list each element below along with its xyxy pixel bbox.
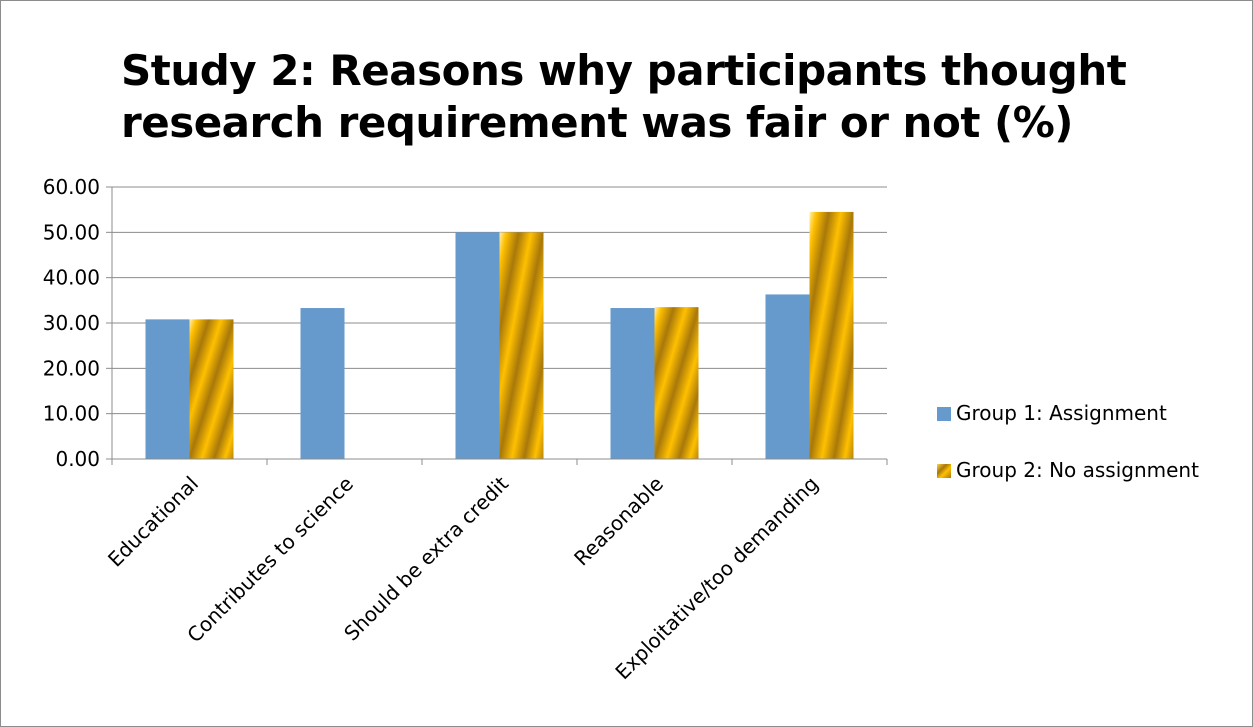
bar-group-2	[654, 307, 699, 459]
legend-label-group-2: Group 2: No assignment	[956, 458, 1199, 482]
legend-swatch-group-2	[937, 464, 951, 478]
legend-item-group-2: Group 2: No assignment	[937, 458, 1199, 482]
y-tick-label: 10.00	[43, 402, 100, 426]
bar-group-2	[499, 232, 544, 459]
bar-group-1	[765, 294, 810, 459]
bar-group-2	[189, 319, 234, 459]
x-category-label: Contributes to science	[182, 472, 358, 648]
x-category-label: Should be extra credit	[339, 471, 513, 645]
legend-label-group-1: Group 1: Assignment	[956, 401, 1167, 425]
bar-group-1	[455, 232, 500, 459]
y-tick-label: 50.00	[43, 220, 100, 244]
y-tick-label: 0.00	[55, 447, 100, 471]
legend-swatch-group-1	[937, 407, 951, 421]
y-tick-label: 20.00	[43, 356, 100, 380]
bar-group-2	[809, 211, 854, 459]
bar-group-1	[610, 308, 655, 459]
y-tick-label: 60.00	[43, 175, 100, 199]
x-category-label: Reasonable	[569, 472, 668, 571]
legend-item-group-1: Group 1: Assignment	[937, 401, 1167, 425]
y-tick-label: 40.00	[43, 266, 100, 290]
bar-group-1	[300, 308, 345, 459]
x-category-label: Educational	[103, 472, 203, 572]
y-tick-label: 30.00	[43, 311, 100, 335]
bar-group-1	[145, 319, 190, 459]
